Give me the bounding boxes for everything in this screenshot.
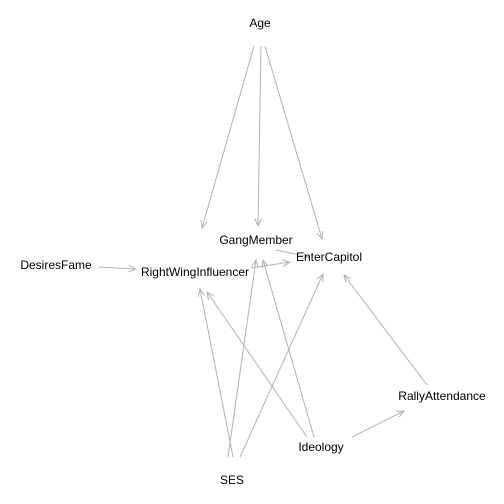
node-ideology: Ideology <box>298 440 343 454</box>
edge-desires-fame-to-right-wing-influencer-line <box>98 266 137 270</box>
edge-age-to-right-wing-influencer <box>200 45 255 230</box>
edge-ideology-to-rally-attendance <box>351 410 406 438</box>
edge-ses-to-right-wing-influencer <box>197 287 234 458</box>
edge-gang-member-to-enter-capitol-line <box>275 249 310 258</box>
edge-rally-attendance-to-enter-capitol-line <box>343 274 428 386</box>
edge-ses-to-gang-member-line <box>227 259 257 458</box>
node-rally-attendance: RallyAttendance <box>398 389 486 403</box>
nodes-layer: Age GangMember EnterCapitol DesiresFame Righ… <box>20 16 486 487</box>
edge-ses-to-right-wing-influencer-line <box>199 288 234 458</box>
edge-ideology-to-right-wing-influencer <box>206 290 308 438</box>
edge-ideology-to-gang-member-arrowhead <box>261 258 269 268</box>
edge-age-to-gang-member-line <box>257 45 262 227</box>
edge-age-to-right-wing-influencer-line <box>201 45 255 229</box>
edge-ses-to-right-wing-influencer-arrowhead <box>197 287 206 297</box>
edge-age-to-enter-capitol-arrowhead <box>316 231 324 241</box>
edge-ideology-to-gang-member-line <box>262 259 315 438</box>
edge-rally-attendance-to-enter-capitol <box>343 274 428 386</box>
edge-ses-to-enter-capitol-line <box>239 273 324 458</box>
edge-age-to-gang-member-arrowhead <box>254 218 262 228</box>
edge-ideology-to-right-wing-influencer-line <box>206 291 308 438</box>
node-ses: SES <box>220 473 244 487</box>
edge-ses-to-gang-member <box>227 258 259 458</box>
edge-desires-fame-to-right-wing-influencer <box>98 264 138 273</box>
node-enter-capitol: EnterCapitol <box>296 250 362 264</box>
edge-ideology-to-right-wing-influencer-arrowhead <box>206 290 215 300</box>
node-age: Age <box>249 16 271 30</box>
node-gang-member: GangMember <box>219 233 292 247</box>
node-right-wing-influencer: RightWingInfluencer <box>141 265 249 279</box>
edge-right-wing-influencer-to-enter-capitol-arrowhead <box>282 259 292 267</box>
node-desires-fame: DesiresFame <box>20 258 92 272</box>
edge-age-to-right-wing-influencer-arrowhead <box>200 220 208 230</box>
edge-age-to-enter-capitol-line <box>264 45 323 240</box>
edge-ses-to-enter-capitol <box>239 272 324 458</box>
edge-rally-attendance-to-enter-capitol-arrowhead <box>343 274 352 283</box>
edge-gang-member-to-enter-capitol-arrowhead <box>301 251 311 260</box>
edge-ideology-to-gang-member <box>261 258 315 438</box>
edge-desires-fame-to-right-wing-influencer-arrowhead <box>128 264 138 273</box>
edges-layer <box>98 45 428 458</box>
edge-ses-to-enter-capitol-arrowhead <box>316 272 324 283</box>
edge-ideology-to-rally-attendance-line <box>351 410 405 438</box>
edge-gang-member-to-enter-capitol <box>275 249 311 260</box>
edge-ideology-to-rally-attendance-arrowhead <box>395 410 406 418</box>
edge-age-to-enter-capitol <box>264 45 324 241</box>
edge-ses-to-gang-member-arrowhead <box>251 258 259 268</box>
edge-age-to-gang-member <box>254 45 262 228</box>
